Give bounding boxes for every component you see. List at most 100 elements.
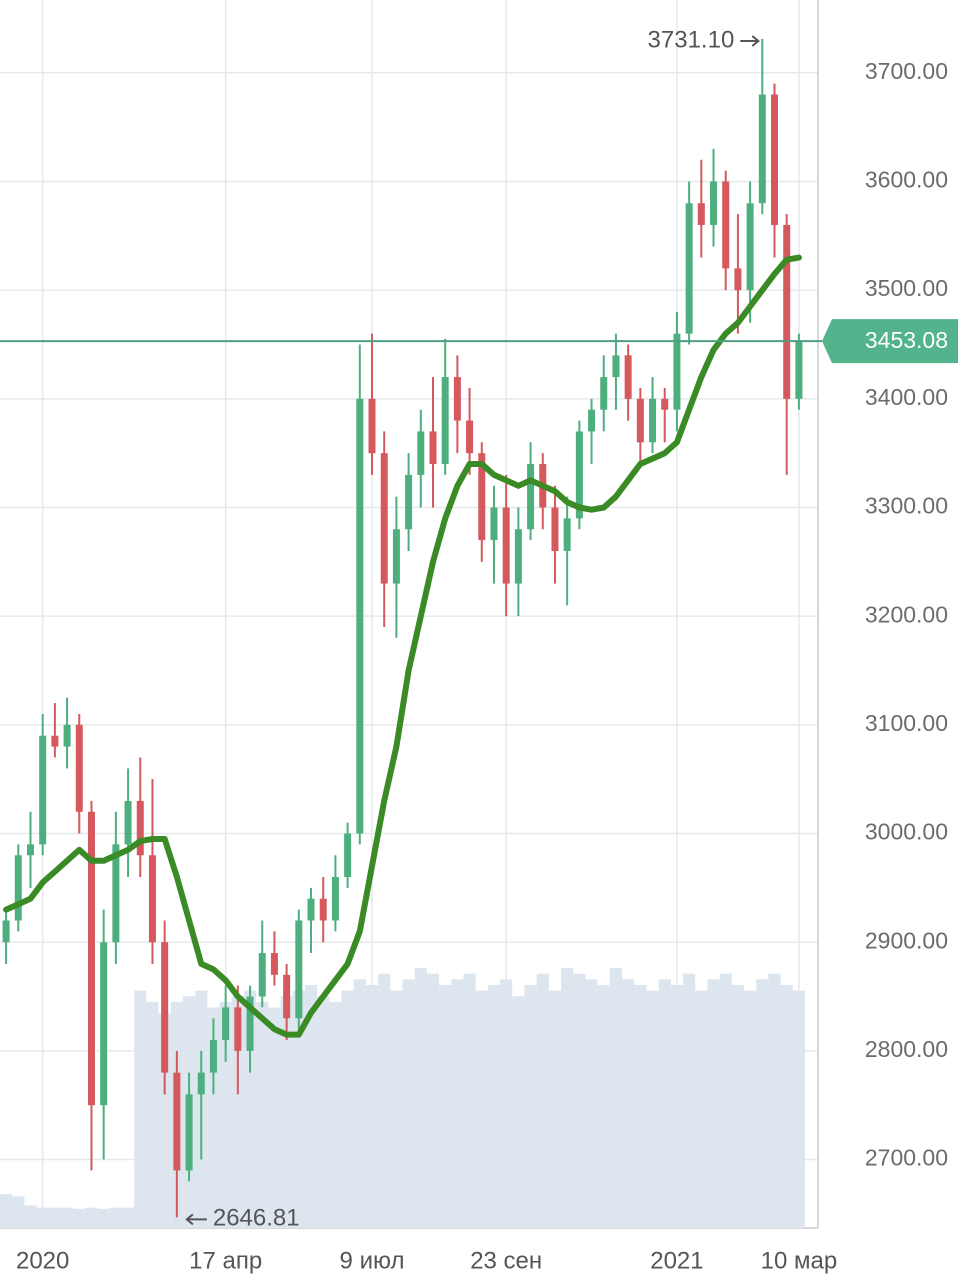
volume-bar	[353, 979, 366, 1228]
candle-body	[270, 953, 278, 975]
candle-body	[344, 833, 352, 877]
candle-body	[697, 203, 705, 225]
volume-bar	[317, 996, 330, 1228]
volume-bar	[365, 984, 379, 1228]
candle-body	[331, 876, 339, 921]
candle-body	[453, 377, 461, 421]
volume-bar	[439, 984, 452, 1228]
volume-bar	[268, 1007, 281, 1228]
volume-bar	[695, 990, 708, 1228]
candle-body	[295, 920, 303, 1019]
candle-body	[527, 464, 535, 530]
volume-bar	[646, 990, 659, 1228]
candle-body	[441, 377, 449, 465]
volume-bar	[524, 984, 537, 1228]
volume-bar	[658, 979, 671, 1228]
candle-body	[514, 529, 522, 584]
candle-body	[2, 920, 10, 943]
candle-body	[588, 409, 596, 432]
y-tick-label: 3400.00	[865, 384, 948, 410]
candle-body	[563, 518, 571, 551]
candle-body	[575, 431, 583, 519]
x-tick-label: 10 мар	[761, 1247, 838, 1274]
candle-body	[148, 855, 156, 943]
candle-body	[551, 507, 559, 551]
candle-body	[307, 898, 315, 921]
candle-body	[356, 398, 364, 834]
candle-body	[795, 341, 803, 399]
candle-body	[746, 203, 754, 291]
volume-bar	[292, 990, 305, 1228]
candle-body	[392, 529, 400, 584]
candle-body	[39, 735, 47, 845]
y-tick-label: 2900.00	[865, 927, 948, 953]
candle-body	[722, 181, 730, 269]
volume-bar	[24, 1205, 37, 1228]
candle-body	[258, 953, 266, 997]
candle-body	[783, 224, 791, 399]
volume-bar	[487, 984, 501, 1228]
volume-bar	[231, 996, 244, 1228]
x-tick-label: 9 июл	[340, 1247, 405, 1274]
max-arrow	[740, 35, 760, 47]
volume-bar	[73, 1208, 86, 1228]
x-tick-label: 2021	[650, 1247, 703, 1274]
volume-bar	[85, 1207, 98, 1228]
volume-bar	[634, 984, 647, 1228]
volume-bar	[609, 968, 623, 1228]
candle-body	[234, 1007, 242, 1051]
volume-bar	[390, 990, 403, 1228]
volume-bar	[585, 979, 598, 1228]
volume-bar	[60, 1207, 74, 1228]
y-tick-label: 3100.00	[865, 710, 948, 736]
volume-bar	[341, 990, 354, 1228]
x-tick-label: 17 апр	[189, 1247, 262, 1274]
y-tick-label: 3700.00	[865, 58, 948, 84]
candle-body	[600, 377, 608, 410]
volume-bar	[121, 1207, 135, 1228]
candle-body	[209, 1039, 217, 1073]
y-tick-label: 2700.00	[865, 1145, 948, 1171]
candle-body	[624, 355, 632, 399]
candle-body	[173, 1072, 181, 1171]
volume-bar	[792, 990, 805, 1228]
volume-bar	[707, 979, 720, 1228]
candle-body	[51, 735, 59, 747]
volume-bar	[512, 996, 525, 1228]
candle-body	[502, 507, 510, 584]
candle-body	[466, 420, 474, 454]
volume-bar	[36, 1207, 49, 1228]
max-label: 3731.10	[648, 26, 735, 53]
volume-bar	[500, 979, 513, 1228]
candle-body	[649, 398, 657, 443]
candle-body	[478, 453, 486, 541]
volume-bar	[256, 1001, 269, 1228]
candle-body	[197, 1072, 205, 1095]
volume-bar	[451, 979, 464, 1228]
volume-bar	[146, 1001, 159, 1228]
volume-bar	[426, 973, 440, 1228]
volume-bar	[280, 996, 293, 1228]
last-price-label: 3453.08	[865, 327, 948, 353]
volume-bar	[12, 1196, 25, 1228]
candle-body	[380, 453, 388, 584]
volume-bar	[622, 979, 635, 1228]
x-tick-label: 23 сен	[470, 1247, 542, 1274]
y-tick-label: 3200.00	[865, 601, 948, 627]
moving-average-line	[3, 254, 802, 1038]
volume-bar	[670, 984, 684, 1228]
candle-body	[405, 474, 413, 530]
volume-bar	[561, 968, 574, 1228]
candle-body	[246, 996, 254, 1051]
candle-body	[283, 974, 291, 1019]
volume-bar	[109, 1207, 122, 1228]
candle-body	[368, 398, 376, 454]
candle-body	[636, 398, 644, 443]
volume-bar	[756, 979, 769, 1228]
volume-bar	[0, 1194, 13, 1228]
min-arrow	[185, 1213, 207, 1226]
volume-bar	[683, 973, 696, 1228]
candle-body	[222, 1007, 230, 1040]
volume-bar	[414, 968, 427, 1228]
